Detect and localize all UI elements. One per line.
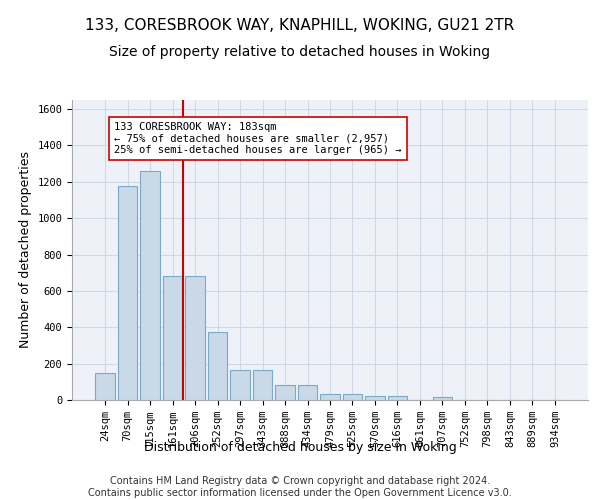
Text: 133, CORESBROOK WAY, KNAPHILL, WOKING, GU21 2TR: 133, CORESBROOK WAY, KNAPHILL, WOKING, G… [85, 18, 515, 32]
Bar [95, 372, 115, 400]
Bar [320, 394, 340, 400]
Bar [230, 370, 250, 400]
Text: Distribution of detached houses by size in Woking: Distribution of detached houses by size … [143, 441, 457, 454]
Bar [208, 332, 227, 400]
Bar [298, 386, 317, 400]
Bar [253, 370, 272, 400]
Bar [433, 398, 452, 400]
Bar [163, 276, 182, 400]
Text: 133 CORESBROOK WAY: 183sqm
← 75% of detached houses are smaller (2,957)
25% of s: 133 CORESBROOK WAY: 183sqm ← 75% of deta… [114, 122, 401, 155]
Bar [275, 386, 295, 400]
Y-axis label: Number of detached properties: Number of detached properties [19, 152, 32, 348]
Text: Size of property relative to detached houses in Woking: Size of property relative to detached ho… [109, 45, 491, 59]
Bar [118, 186, 137, 400]
Bar [185, 276, 205, 400]
Text: Contains HM Land Registry data © Crown copyright and database right 2024.
Contai: Contains HM Land Registry data © Crown c… [88, 476, 512, 498]
Bar [343, 394, 362, 400]
Bar [140, 171, 160, 400]
Bar [388, 396, 407, 400]
Bar [365, 396, 385, 400]
